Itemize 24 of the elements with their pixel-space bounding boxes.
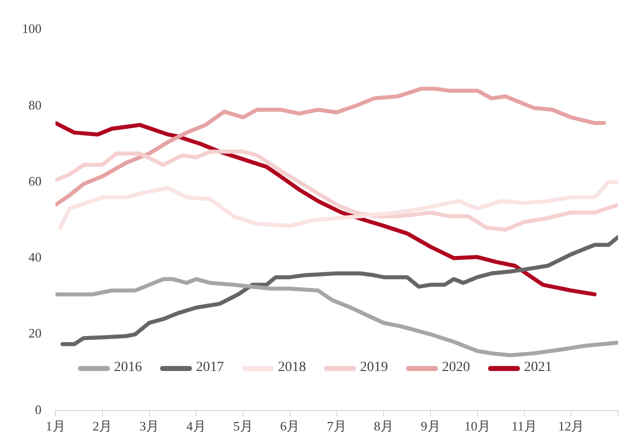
x-tick-label: 10月 — [464, 418, 490, 434]
x-tick-label: 1月 — [46, 418, 66, 434]
legend-label: 2020 — [442, 360, 470, 376]
x-tick-label: 3月 — [140, 418, 159, 434]
legend-label: 2017 — [196, 360, 224, 376]
legend-label: 2019 — [360, 360, 388, 376]
x-tick-label: 5月 — [233, 418, 253, 434]
x-tick-label: 11月 — [511, 418, 538, 434]
y-tick-label: 80 — [28, 97, 42, 112]
y-tick-label: 0 — [35, 402, 42, 417]
legend-label: 2021 — [524, 360, 552, 376]
y-tick-label: 40 — [28, 250, 42, 265]
y-tick-label: 20 — [28, 326, 42, 341]
y-tick-label: 100 — [22, 21, 42, 36]
legend-label: 2016 — [114, 360, 142, 376]
x-tick-label: 12月 — [558, 418, 584, 434]
x-tick-label: 2月 — [92, 418, 112, 434]
x-tick-label: 7月 — [327, 418, 346, 434]
y-tick-label: 60 — [28, 173, 42, 188]
x-tick-label: 4月 — [186, 418, 206, 434]
legend-label: 2018 — [278, 360, 306, 376]
x-tick-label: 8月 — [374, 418, 394, 434]
x-tick-label: 9月 — [420, 418, 440, 434]
x-tick-label: 6月 — [280, 418, 300, 434]
